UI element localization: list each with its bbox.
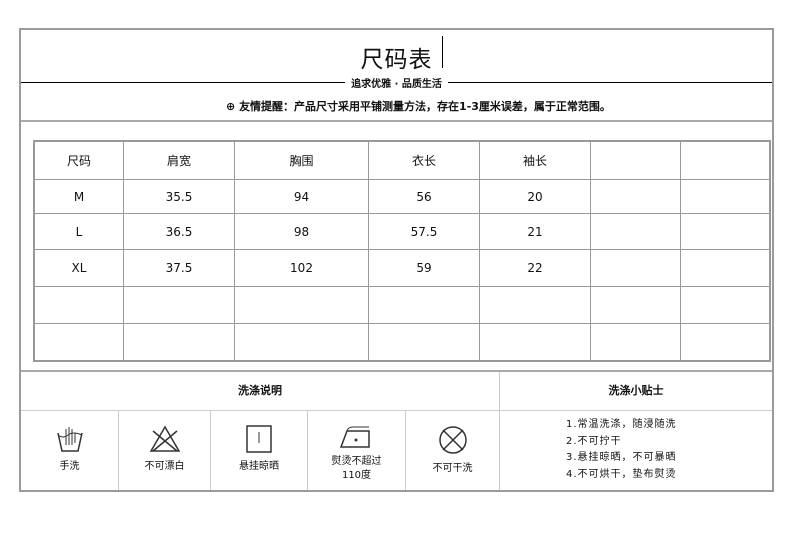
care-tips-title: 洗涤小贴士 (500, 372, 772, 411)
care-tips-list: 1.常温洗涤，随浸随洗 2.不可拧干 3.悬挂晾晒，不可暴晒 4.不可烘干，垫布… (566, 417, 677, 483)
no-dry-clean-icon (438, 426, 467, 454)
size-table: 尺码 肩宽 胸围 衣长 袖长 M 35.5 94 56 20 L 36.5 98 57.5 21 XL 37.5… (33, 140, 771, 362)
table-cell (590, 249, 681, 287)
table-cell: 94 (234, 179, 369, 214)
table-row: L 36.5 98 57.5 21 (33, 213, 771, 250)
table-row: M 35.5 94 56 20 (33, 179, 771, 214)
care-item-no-bleach: 不可漂白 (119, 411, 211, 490)
table-cell: 98 (234, 213, 369, 250)
table-header-cell: 肩宽 (123, 140, 235, 180)
care-item-hand-wash: 手洗 (21, 411, 119, 490)
table-row: XL 37.5 102 59 22 (33, 249, 771, 287)
divider (21, 370, 772, 372)
table-cell (680, 179, 771, 214)
table-cell (368, 323, 480, 362)
care-tip: 2.不可拧干 (566, 435, 622, 447)
table-header-row: 尺码 肩宽 胸围 衣长 袖长 (33, 140, 771, 180)
table-cell: 56 (368, 179, 480, 214)
care-item-line-dry: 悬挂晾晒 (211, 411, 308, 490)
table-cell (680, 323, 771, 362)
table-cell: 102 (234, 249, 369, 287)
table-cell (590, 213, 681, 250)
table-header-cell (590, 140, 681, 180)
care-label: 手洗 (59, 461, 80, 472)
table-row (33, 323, 771, 362)
circle-plus-icon: ⊕ (226, 100, 236, 113)
iron-icon (339, 426, 370, 448)
care-tip: 4.不可烘干，垫布熨烫 (566, 468, 677, 480)
table-cell (590, 323, 681, 362)
table-cell (680, 213, 771, 250)
table-cell: 57.5 (368, 213, 480, 250)
care-item-no-dry-clean: 不可干洗 (406, 411, 500, 490)
table-cell (123, 286, 235, 324)
care-label: 悬挂晾晒 (239, 461, 279, 472)
table-cell (234, 323, 369, 362)
table-cell: XL (33, 249, 124, 287)
table-cell (479, 286, 591, 324)
care-label: 110度 (341, 470, 372, 481)
care-tip: 3.悬挂晾晒，不可暴晒 (566, 452, 677, 463)
no-bleach-icon (149, 425, 180, 452)
table-cell: 59 (368, 249, 480, 287)
table-cell (680, 286, 771, 324)
table-cell (590, 286, 681, 324)
table-cell: 36.5 (123, 213, 235, 250)
care-section: 洗涤说明 洗涤小贴士 手洗 不可漂白 悬挂晾晒 熨烫不超过 110度 不可干洗 … (21, 372, 772, 490)
table-cell (33, 286, 124, 324)
size-chart-frame: 尺码表 追求优雅 · 品质生活 ⊕ 友情提醒：产品尺寸采用平铺测量方法，存在1-… (19, 28, 774, 492)
notice: ⊕ 友情提醒：产品尺寸采用平铺测量方法，存在1-3厘米误差，属于正常范围。 (226, 98, 611, 114)
table-cell: 22 (479, 249, 591, 287)
divider (21, 120, 772, 122)
table-cell (590, 179, 681, 214)
table-cell (479, 323, 591, 362)
care-item-iron: 熨烫不超过 110度 (308, 411, 406, 490)
care-label: 熨烫不超过 (331, 456, 382, 467)
table-cell: L (33, 213, 124, 250)
table-header-cell (680, 140, 771, 180)
care-instructions-title: 洗涤说明 (21, 372, 500, 411)
notice-text: 友情提醒：产品尺寸采用平铺测量方法，存在1-3厘米误差，属于正常范围。 (239, 100, 611, 113)
table-cell (234, 286, 369, 324)
table-cell (680, 249, 771, 287)
care-label: 不可漂白 (144, 461, 185, 472)
table-cell (33, 323, 124, 362)
table-cell: 37.5 (123, 249, 235, 287)
table-cell (123, 323, 235, 362)
table-header-cell: 胸围 (234, 140, 369, 180)
table-cell: 20 (479, 179, 591, 214)
page-title: 尺码表 (360, 47, 433, 73)
table-header-cell: 衣长 (368, 140, 480, 180)
table-cell (368, 286, 480, 324)
table-cell: M (33, 179, 124, 214)
table-header-cell: 尺码 (33, 140, 124, 180)
table-header-cell: 袖长 (479, 140, 591, 180)
care-label: 不可干洗 (432, 463, 473, 474)
table-row (33, 286, 771, 324)
hand-wash-icon (56, 427, 83, 452)
table-cell: 21 (479, 213, 591, 250)
table-cell: 35.5 (123, 179, 235, 214)
line-dry-icon (246, 425, 272, 453)
text-cursor (442, 36, 443, 68)
care-tip: 1.常温洗涤，随浸随洗 (566, 419, 677, 430)
slogan: 追求优雅 · 品质生活 (345, 79, 448, 90)
